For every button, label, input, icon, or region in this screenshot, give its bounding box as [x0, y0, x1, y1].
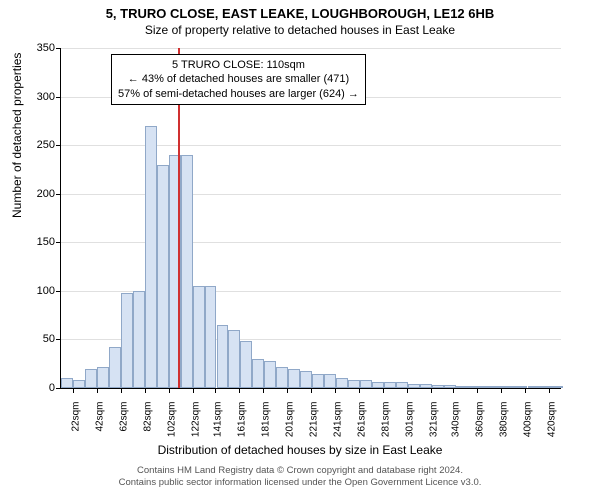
- histogram-bar: [205, 286, 217, 388]
- xtick-mark: [359, 388, 360, 393]
- histogram-bar: [157, 165, 169, 388]
- xtick-mark: [287, 388, 288, 393]
- ytick-label: 100: [15, 285, 55, 297]
- gridline: [61, 194, 561, 195]
- gridline: [61, 242, 561, 243]
- histogram-bar: [264, 361, 276, 388]
- plot-area: 0501001502002503003505 TRURO CLOSE: 110s…: [60, 48, 561, 389]
- histogram-bar: [312, 374, 324, 388]
- ytick-mark: [56, 194, 61, 195]
- histogram-bar: [288, 369, 300, 388]
- histogram-bar: [109, 347, 121, 388]
- histogram-bar: [276, 367, 288, 388]
- xtick-mark: [383, 388, 384, 393]
- histogram-bar: [121, 293, 133, 388]
- chart-subtitle: Size of property relative to detached ho…: [0, 21, 600, 37]
- xtick-mark: [549, 388, 550, 393]
- annotation-box: 5 TRURO CLOSE: 110sqm ← 43% of detached h…: [111, 54, 366, 105]
- chart-container: 5, TRURO CLOSE, EAST LEAKE, LOUGHBOROUGH…: [0, 0, 600, 500]
- histogram-bar: [181, 155, 193, 388]
- chart-area: 0501001502002503003505 TRURO CLOSE: 110s…: [60, 48, 560, 388]
- ytick-label: 250: [15, 139, 55, 151]
- annotation-line-2: ← 43% of detached houses are smaller (47…: [128, 73, 349, 85]
- histogram-bar: [228, 330, 240, 388]
- histogram-bar: [408, 384, 420, 388]
- histogram-bar: [528, 386, 540, 388]
- annotation-line-1: 5 TRURO CLOSE: 110sqm: [172, 59, 305, 71]
- ytick-mark: [56, 97, 61, 98]
- xtick-mark: [215, 388, 216, 393]
- histogram-bar: [360, 380, 372, 388]
- histogram-bar: [145, 126, 157, 388]
- histogram-bar: [61, 378, 73, 388]
- xtick-mark: [145, 388, 146, 393]
- ytick-mark: [56, 242, 61, 243]
- xtick-mark: [335, 388, 336, 393]
- xtick-mark: [525, 388, 526, 393]
- footer-line-2: Contains public sector information licen…: [119, 477, 482, 488]
- chart-title: 5, TRURO CLOSE, EAST LEAKE, LOUGHBOROUGH…: [0, 0, 600, 21]
- ytick-label: 50: [15, 333, 55, 345]
- histogram-bar: [551, 386, 563, 388]
- ytick-mark: [56, 339, 61, 340]
- xtick-mark: [193, 388, 194, 393]
- histogram-bar: [240, 341, 252, 388]
- histogram-bar: [85, 369, 97, 388]
- ytick-label: 200: [15, 188, 55, 200]
- footer-line-1: Contains HM Land Registry data © Crown c…: [137, 465, 463, 476]
- histogram-bar: [300, 371, 312, 388]
- histogram-bar: [336, 378, 348, 388]
- xtick-mark: [97, 388, 98, 393]
- xtick-mark: [73, 388, 74, 393]
- histogram-bar: [217, 325, 229, 388]
- xtick-mark: [477, 388, 478, 393]
- xtick-mark: [239, 388, 240, 393]
- ytick-mark: [56, 48, 61, 49]
- ytick-mark: [56, 388, 61, 389]
- xtick-mark: [169, 388, 170, 393]
- histogram-bar: [456, 386, 468, 388]
- ytick-label: 300: [15, 91, 55, 103]
- histogram-bar: [97, 367, 109, 388]
- xtick-mark: [407, 388, 408, 393]
- gridline: [61, 145, 561, 146]
- ytick-mark: [56, 291, 61, 292]
- xtick-mark: [263, 388, 264, 393]
- ytick-label: 150: [15, 236, 55, 248]
- xtick-mark: [453, 388, 454, 393]
- xtick-mark: [121, 388, 122, 393]
- xtick-mark: [431, 388, 432, 393]
- histogram-bar: [384, 382, 396, 388]
- x-axis-label: Distribution of detached houses by size …: [0, 443, 600, 457]
- histogram-bar: [133, 291, 145, 388]
- ytick-mark: [56, 145, 61, 146]
- footer-text: Contains HM Land Registry data © Crown c…: [0, 465, 600, 490]
- ytick-label: 350: [15, 42, 55, 54]
- xtick-mark: [501, 388, 502, 393]
- histogram-bar: [348, 380, 360, 388]
- histogram-bar: [480, 386, 492, 388]
- gridline: [61, 48, 561, 49]
- xtick-mark: [311, 388, 312, 393]
- histogram-bar: [432, 385, 444, 388]
- histogram-bar: [252, 359, 264, 388]
- annotation-line-3: 57% of semi-detached houses are larger (…: [118, 88, 359, 100]
- histogram-bar: [73, 380, 85, 388]
- histogram-bar: [324, 374, 336, 388]
- histogram-bar: [504, 386, 516, 388]
- histogram-bar: [193, 286, 205, 388]
- ytick-label: 0: [15, 382, 55, 394]
